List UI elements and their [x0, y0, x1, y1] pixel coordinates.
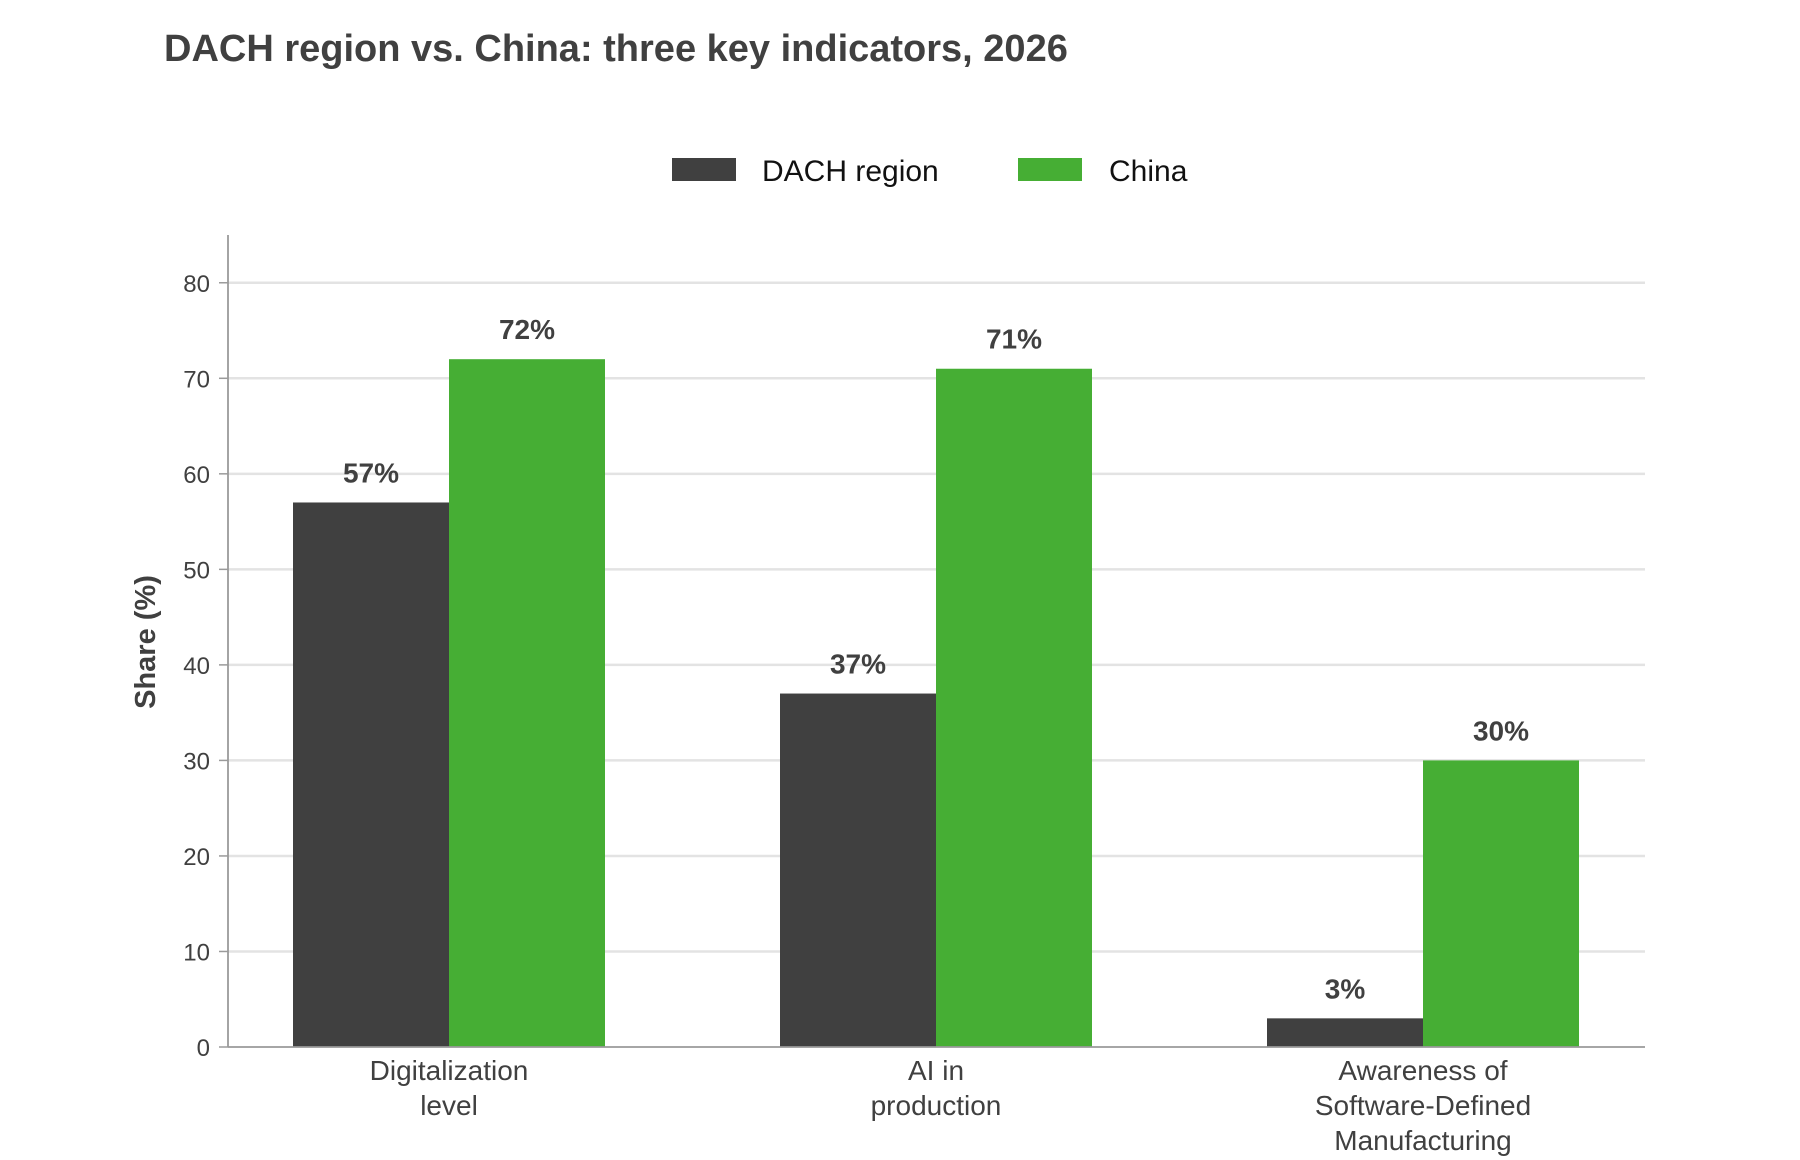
chart-title: DACH region vs. China: three key indicat… [164, 28, 1068, 70]
x-category-label: Awareness of Software-Defined Manufacturin… [1315, 1055, 1531, 1156]
data-label: 3% [1325, 973, 1366, 1004]
bar-dach-2 [1267, 1018, 1423, 1047]
x-category-label: Digitalization level [370, 1055, 529, 1121]
x-category-line: level [420, 1090, 478, 1121]
data-label: 30% [1473, 715, 1529, 746]
y-tick-label: 70 [183, 366, 210, 393]
data-label: 57% [343, 457, 399, 488]
x-category-label: AI in production [871, 1055, 1002, 1121]
bar-dach-0 [293, 502, 449, 1047]
y-tick-label: 0 [197, 1035, 210, 1062]
y-tick-label: 20 [183, 844, 210, 871]
data-label: 72% [499, 314, 555, 345]
legend-item-china[interactable]: China [1018, 155, 1188, 188]
bars [293, 359, 1579, 1047]
labels: 0 10 20 30 40 50 60 70 80 57% 37% 3% 72% 71% 30% Digita… [130, 271, 1531, 1156]
y-tick-label: 10 [183, 939, 210, 966]
legend-swatch [1018, 158, 1082, 181]
legend-label: DACH region [762, 155, 939, 188]
y-tick-label: 60 [183, 462, 210, 489]
bar-china-1 [936, 368, 1092, 1047]
y-axis-label: Share (%) [130, 575, 162, 709]
y-tick-label: 50 [183, 557, 210, 584]
legend-item-dach[interactable]: DACH region [672, 155, 939, 188]
x-category-line: AI in [908, 1055, 964, 1086]
legend-label: China [1109, 155, 1188, 188]
y-tick-label: 40 [183, 653, 210, 680]
data-label: 71% [986, 324, 1042, 355]
axes [219, 235, 1645, 1048]
y-tick-label: 80 [183, 271, 210, 298]
legend[interactable]: DACH region China [672, 155, 1188, 188]
x-category-line: production [871, 1090, 1002, 1121]
bar-china-0 [449, 359, 605, 1047]
x-category-line: Manufacturing [1334, 1125, 1511, 1156]
legend-swatch [672, 158, 736, 181]
x-category-line: Awareness of [1338, 1055, 1507, 1086]
y-tick-label: 30 [183, 748, 210, 775]
bar-dach-1 [780, 693, 936, 1047]
x-category-line: Software-Defined [1315, 1090, 1531, 1121]
bar-china-2 [1423, 760, 1579, 1047]
x-category-line: Digitalization [370, 1055, 529, 1086]
data-label: 37% [830, 649, 886, 680]
